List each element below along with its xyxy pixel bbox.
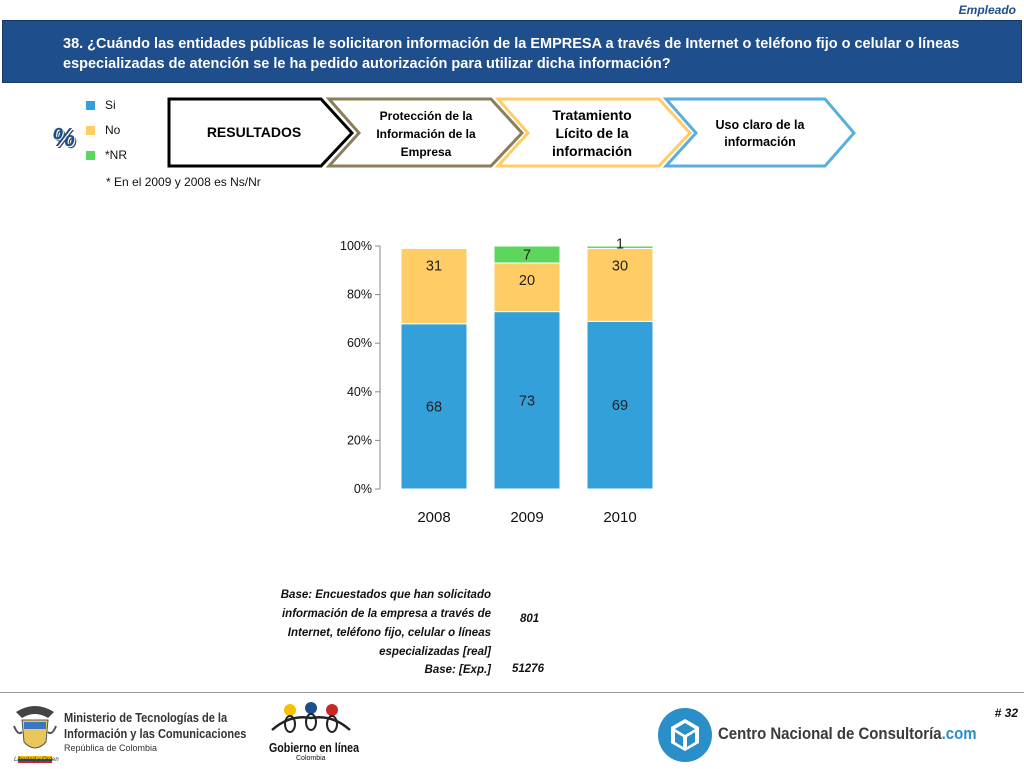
ministry-name-line3: República de Colombia bbox=[64, 743, 158, 753]
gobierno-people-icon bbox=[271, 702, 351, 733]
ministry-name-line1: Ministerio de Tecnologías de la bbox=[64, 710, 228, 725]
bar-segment-no bbox=[493, 262, 561, 313]
bar-data-label: 1 bbox=[616, 236, 624, 252]
chart-svg: 0% 20% 40% 60% 80% 100% 68 31 2008 73 20 7 2009 69 30 1… bbox=[340, 236, 654, 526]
bar-segment-nr bbox=[493, 245, 561, 264]
bar-data-label: 7 bbox=[523, 248, 531, 264]
bar-data-label: 73 bbox=[519, 393, 535, 409]
flow-arrow-tratamiento bbox=[494, 97, 693, 168]
y-tick-label: 0% bbox=[354, 482, 372, 496]
bar-data-label: 30 bbox=[612, 258, 628, 274]
base-exp-value: 51276 bbox=[512, 663, 544, 675]
ministry-motto: Libertad y Orden bbox=[14, 757, 59, 763]
bar-data-label: 20 bbox=[519, 273, 535, 289]
base-value: 801 bbox=[520, 613, 540, 625]
cnc-cube-icon bbox=[658, 708, 712, 762]
bar-data-label: 31 bbox=[426, 258, 442, 274]
bar-data-label: 68 bbox=[426, 399, 442, 415]
segment-label: Empleado bbox=[958, 3, 1016, 17]
bar-segment-si bbox=[493, 311, 561, 490]
coat-of-arms-icon bbox=[13, 706, 57, 763]
ministry-logo bbox=[12, 702, 58, 764]
flow-arrow-uso bbox=[662, 97, 856, 168]
base-label: Base: Encuestados que han solicitado inf… bbox=[280, 589, 491, 658]
y-tick-label: 60% bbox=[347, 336, 372, 350]
gobierno-country: Colombia bbox=[296, 755, 326, 762]
flow-step-tratamiento: Tratamiento Lícito de la información bbox=[551, 107, 633, 159]
legend-swatch-nr bbox=[86, 151, 95, 160]
cnc-name-suffix: .com bbox=[941, 724, 977, 743]
base-exp-label: Base: [Exp.] bbox=[424, 664, 491, 676]
question-text: 38. ¿Cuándo las entidades públicas le so… bbox=[63, 36, 960, 72]
bar-data-label: 69 bbox=[612, 398, 628, 414]
y-tick-label: 40% bbox=[347, 385, 372, 399]
legend-note: * En el 2009 y 2008 es Ns/Nr bbox=[106, 175, 261, 189]
legend-label-si: Si bbox=[105, 98, 116, 112]
bar-segment-si bbox=[586, 320, 654, 490]
legend-label-nr: *NR bbox=[105, 148, 128, 162]
process-flow: RESULTADOS Protección de la Información … bbox=[166, 96, 866, 177]
y-tick-label: 20% bbox=[347, 433, 372, 447]
bar-segment-no bbox=[586, 247, 654, 322]
question-banner: 38. ¿Cuándo las entidades públicas le so… bbox=[2, 20, 1022, 83]
y-tick-label: 100% bbox=[340, 239, 372, 253]
stacked-bar-chart: 0% 20% 40% 60% 80% 100% 68 31 2008 73 20 7 2009 69 30 1… bbox=[330, 230, 690, 535]
gobierno-en-linea-text: Gobierno en línea bbox=[269, 740, 360, 755]
flow-arrow-proteccion bbox=[325, 97, 525, 168]
ministry-name-line2: Información y las Comunicaciones bbox=[64, 726, 247, 741]
cnc-name: Centro Nacional de Consultoría.com bbox=[718, 724, 977, 744]
x-category-label: 2009 bbox=[510, 509, 543, 526]
x-category-label: 2010 bbox=[603, 509, 636, 526]
gobierno-en-linea-logo bbox=[268, 700, 354, 740]
x-category-label: 2008 bbox=[417, 509, 450, 526]
flow-step-uso: Uso claro de la información bbox=[715, 118, 805, 149]
flow-step-proteccion: Protección de la Información de la Empre… bbox=[376, 109, 476, 159]
legend-label-no: No bbox=[105, 123, 121, 137]
legend-swatch-no bbox=[86, 126, 95, 135]
bar-segment-no bbox=[400, 247, 468, 325]
process-flow-arrows bbox=[167, 97, 856, 168]
footer-divider bbox=[0, 692, 1024, 693]
cnc-name-main: Centro Nacional de Consultoría bbox=[718, 724, 942, 743]
flow-step-resultados: RESULTADOS bbox=[206, 124, 302, 140]
page-number: # 32 bbox=[994, 706, 1018, 720]
legend-swatch-si bbox=[86, 101, 95, 110]
flow-arrow-resultados bbox=[167, 97, 355, 168]
bar-segment-nr bbox=[586, 245, 654, 249]
cnc-logo bbox=[657, 707, 713, 763]
percent-symbol: % bbox=[52, 122, 76, 152]
y-tick-label: 80% bbox=[347, 288, 372, 302]
